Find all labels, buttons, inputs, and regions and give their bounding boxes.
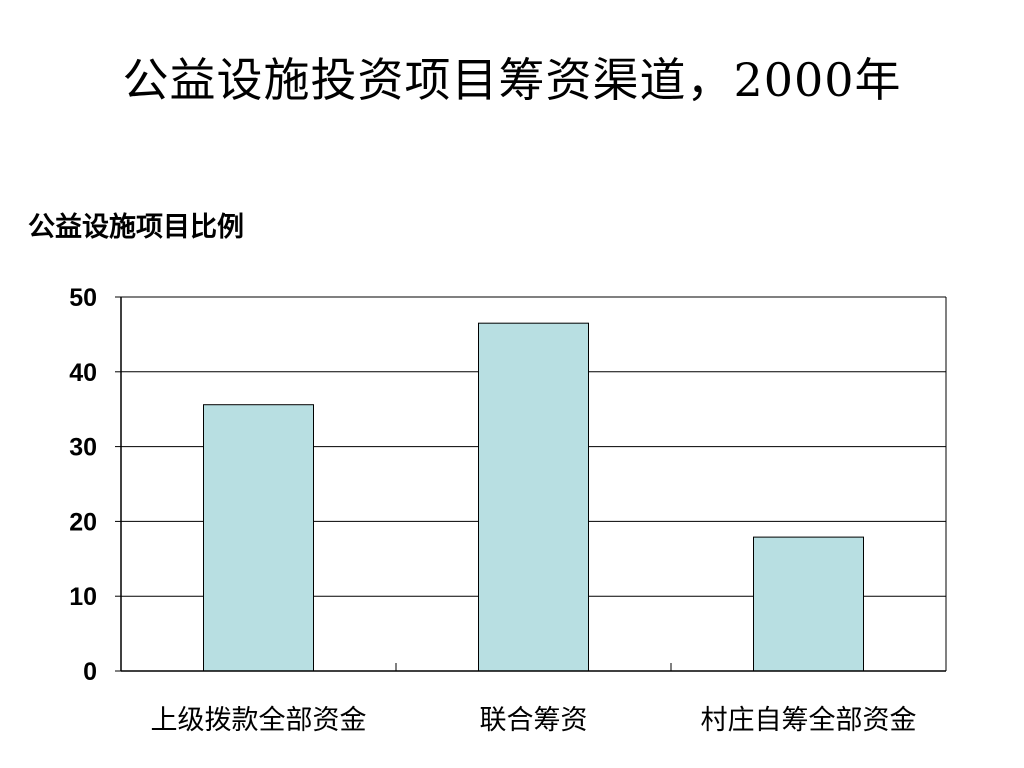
bar [203,404,314,672]
axes [115,296,947,672]
slide-title: 公益设施投资项目筹资渠道，2000年 [122,53,902,107]
y-tick-label: 30 [69,434,97,462]
category-label: 上级拨款全部资金 [151,705,367,736]
category-label: 村庄自筹全部资金 [701,705,917,736]
bars [203,322,864,672]
y-tick-label: 20 [69,508,97,536]
category-label: 联合筹资 [480,705,588,736]
bar [478,322,589,672]
bar [753,536,864,672]
y-axis-label: 公益设施项目比例 [28,212,244,243]
y-tick-label: 0 [83,658,97,686]
y-tick-label: 10 [69,583,97,611]
category-labels: 上级拨款全部资金 联合筹资 村庄自筹全部资金 [151,705,917,736]
y-tick-label: 40 [69,359,97,387]
y-tick-label: 50 [69,284,97,312]
y-tick-labels: 0 10 20 30 40 50 [69,284,97,686]
